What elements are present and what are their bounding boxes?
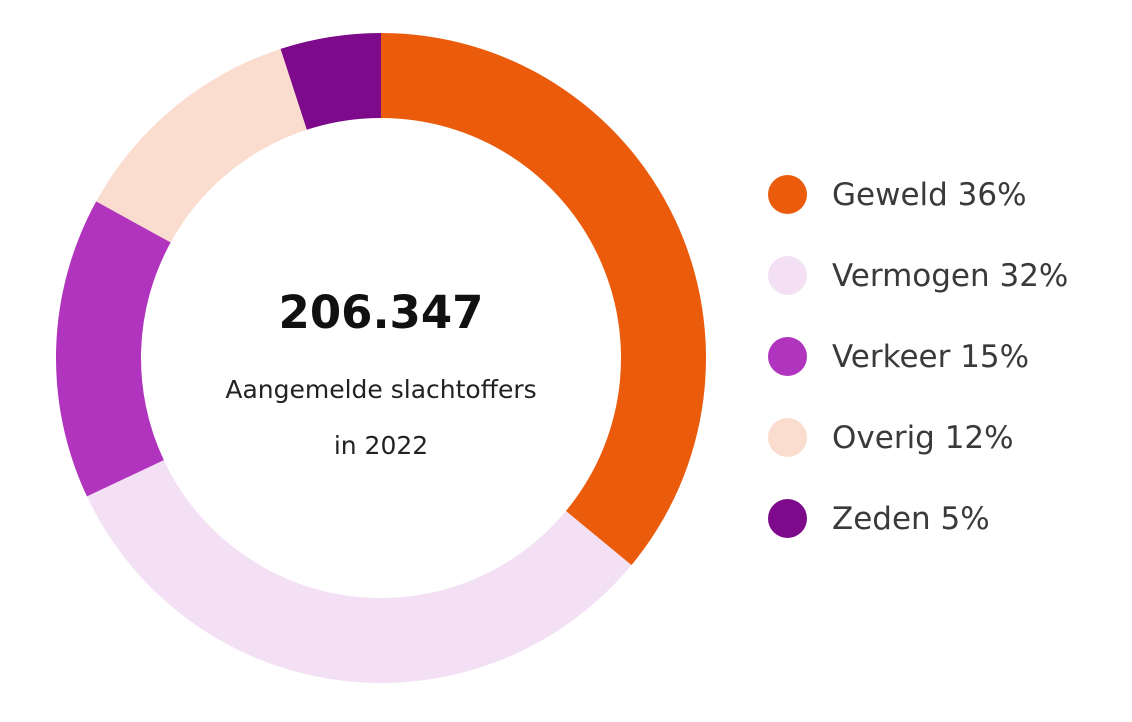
donut-slice-vermogen <box>86 460 632 683</box>
center-label-line1: Aangemelde slachtoffers <box>225 375 537 404</box>
donut-slice-geweld <box>381 33 706 566</box>
legend-swatch-vermogen <box>768 256 807 295</box>
donut-slice-overig <box>96 48 307 243</box>
donut-slice-verkeer <box>56 201 171 497</box>
legend-label-geweld: Geweld 36% <box>832 176 1027 213</box>
legend-label-verkeer: Verkeer 15% <box>832 338 1030 375</box>
legend-label-overig: Overig 12% <box>832 419 1014 456</box>
legend-item-zeden: Zeden 5% <box>768 498 1068 539</box>
center-label-line2: in 2022 <box>333 431 429 460</box>
legend-swatch-geweld <box>768 175 807 214</box>
donut-slice-zeden <box>280 33 381 130</box>
legend-item-verkeer: Verkeer 15% <box>768 336 1068 377</box>
legend-swatch-overig <box>768 418 807 457</box>
center-total-value: 206.347 <box>278 286 484 339</box>
legend-item-vermogen: Vermogen 32% <box>768 255 1068 296</box>
legend-item-geweld: Geweld 36% <box>768 174 1068 215</box>
legend-swatch-verkeer <box>768 337 807 376</box>
legend: Geweld 36% Vermogen 32% Verkeer 15% Over… <box>768 174 1068 579</box>
legend-item-overig: Overig 12% <box>768 417 1068 458</box>
legend-label-vermogen: Vermogen 32% <box>832 257 1069 294</box>
legend-swatch-zeden <box>768 499 807 538</box>
legend-label-zeden: Zeden 5% <box>832 500 990 537</box>
